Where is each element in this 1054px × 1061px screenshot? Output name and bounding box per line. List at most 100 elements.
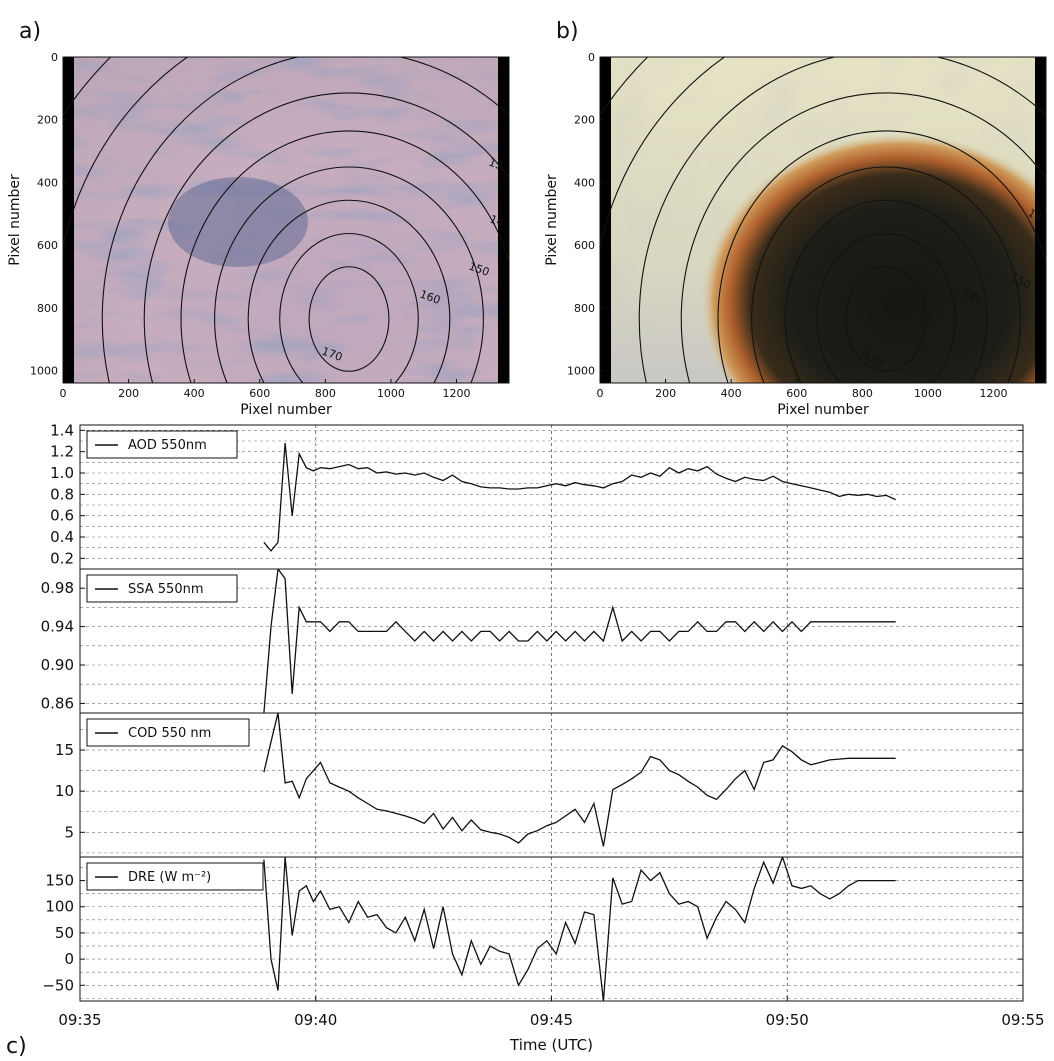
contour-line [247,199,451,383]
contour-line [751,166,1021,383]
y-axis-label: Pixel number [7,174,23,266]
subplot-2: 0.86 0.90 0.94 0.98 SSA 550nm [41,568,1024,714]
y-tick-label: 1000 [30,364,58,377]
y-tick-label: 10 [55,782,74,800]
x-tick-label: 600 [249,387,270,400]
right-border-bar [1035,57,1046,383]
sky-image [600,57,1046,383]
y-tick-label: 0.2 [50,549,74,567]
series-line [263,443,896,552]
y-tick-label: 150 [45,872,74,890]
y-tick-label: 200 [37,114,58,127]
x-tick-label: 0 [60,387,67,400]
cloud-shadow [168,177,308,267]
x-tick-label: 1000 [377,387,405,400]
cloud-texture [63,57,509,383]
contour-line [180,130,509,383]
legend-label: DRE (W m⁻²) [128,870,211,885]
contour-label: 14 [1026,206,1045,224]
y-tick-label: 1.2 [50,443,74,461]
right-border-bar [498,57,509,383]
y-tick-label: 0.4 [50,528,74,546]
x-axis-label: Pixel number [240,402,332,418]
y-tick-label: −50 [42,976,74,994]
sky-image [63,57,509,383]
x-tick-label: 800 [852,387,873,400]
image-frame [599,56,1047,384]
y-axis-label: Pixel number [544,174,560,266]
y-tick-label: 600 [37,239,58,252]
contour-label: 13 [487,156,505,173]
y-tick-label: 0 [64,950,74,968]
legend-label: SSA 550nm [128,582,204,597]
legend-box [86,718,250,747]
y-tick-label: 400 [574,176,595,189]
contour-line [143,92,509,383]
y-tick-label: 1.0 [50,464,74,482]
x-tick-label: 09:55 [1001,1011,1044,1029]
left-border-bar [600,57,611,383]
y-tick-label: 0 [588,51,595,64]
y-tick-label: 0.6 [50,507,74,525]
legend-label: AOD 550nm [128,438,207,453]
y-tick-label: 1.4 [50,421,74,439]
y-tick-label: 0.8 [50,485,74,503]
subplot-1: 0.2 0.4 0.6 0.8 1.0 1.2 1.4 AOD 550nm [50,421,1024,570]
y-tick-label: 0.90 [41,656,74,674]
contour-line [279,232,419,383]
x-axis-label: Time (UTC) [509,1036,593,1054]
y-tick-label: 50 [55,924,74,942]
x-tick-label: 1200 [443,387,471,400]
x-tick-label: 0 [597,387,604,400]
x-tick-label: 400 [721,387,742,400]
x-tick-label: 1200 [980,387,1008,400]
dark-disk [700,132,1046,383]
contour-line [101,57,509,383]
panel-letter: c) [6,1034,27,1059]
x-tick-label: 09:50 [766,1011,809,1029]
contour-line [308,266,390,372]
y-tick-label: 5 [64,823,74,841]
x-tick-label: 600 [786,387,807,400]
contour-line [784,199,988,383]
x-tick-label: 200 [655,387,676,400]
x-tick-label: 09:35 [58,1011,101,1029]
contour-line [638,57,1046,383]
x-tick-label: 400 [184,387,205,400]
contour-line [214,166,484,383]
x-tick-label: 800 [315,387,336,400]
contour-line [717,130,1046,383]
contour-label: 14 [488,213,506,230]
panel-letter: a) [19,19,41,44]
series-line [263,713,896,847]
y-tick-label: 0.86 [41,694,74,712]
x-tick-label: 09:40 [294,1011,337,1029]
y-tick-label: 800 [37,302,58,315]
x-tick-label: 09:45 [530,1011,573,1029]
y-tick-label: 400 [37,176,58,189]
subplot-4: −50 0 50 100 150 DRE (W m⁻²) [42,856,1024,1002]
x-axis-label: Pixel number [777,402,869,418]
y-tick-label: 100 [45,898,74,916]
contour-line [845,266,927,372]
y-tick-label: 200 [574,114,595,127]
y-tick-label: 0.94 [41,618,74,636]
x-tick-label: 200 [118,387,139,400]
legend-box [86,574,238,603]
subplot-3: 5 10 15 COD 550 nm [55,712,1024,858]
panel-letter: b) [556,19,579,44]
y-tick-label: 15 [55,741,74,759]
series-line [263,857,896,1001]
contour-line [680,92,1046,383]
contour-line [816,232,956,383]
y-tick-label: 1000 [567,364,595,377]
y-tick-label: 600 [574,239,595,252]
image-frame [62,56,510,384]
x-tick-label: 1000 [914,387,942,400]
y-tick-label: 0.98 [41,579,74,597]
legend-label: COD 550 nm [128,726,211,741]
